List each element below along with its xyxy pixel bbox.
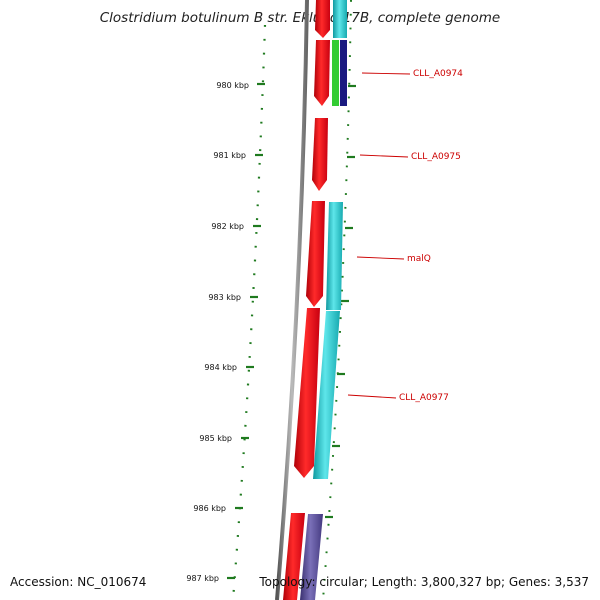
cds-feature[interactable]	[326, 202, 343, 310]
cds-feature[interactable]	[315, 0, 330, 38]
gene-label-cll-a0974[interactable]: CLL_A0974	[413, 69, 463, 79]
cds-feature[interactable]	[333, 0, 347, 38]
tick-label: 983 kbp	[208, 293, 241, 302]
gene-label-malq[interactable]: malQ	[407, 254, 431, 264]
cds-feature[interactable]	[306, 201, 325, 307]
cds-feature[interactable]	[294, 308, 320, 478]
tick-label: 987 kbp	[186, 574, 219, 583]
tick-labels: 980 kbp 981 kbp 982 kbp 983 kbp 984 kbp …	[186, 81, 249, 583]
cds-feature[interactable]	[314, 40, 330, 106]
tick-marks	[227, 82, 356, 580]
feature-track-blocks	[300, 0, 347, 600]
cds-track-red	[283, 0, 330, 600]
cds-feature[interactable]	[340, 40, 347, 106]
tick-label: 981 kbp	[213, 151, 246, 160]
tick-label: 984 kbp	[204, 363, 237, 372]
cds-feature[interactable]	[283, 513, 305, 600]
tick-label: 982 kbp	[211, 222, 244, 231]
gene-label-cll-a0975[interactable]: CLL_A0975	[411, 152, 461, 162]
cds-feature[interactable]	[300, 514, 323, 600]
map-title: Clostridium botulinum B str. Eklund 17B,…	[99, 10, 501, 26]
gene-label-cll-a0977[interactable]: CLL_A0977	[399, 393, 449, 403]
tick-label: 986 kbp	[193, 504, 226, 513]
genome-backbone	[275, 0, 309, 600]
gene-label-lines	[347, 72, 411, 399]
inner-dotted-ring	[231, 24, 267, 600]
outer-dotted-ring	[322, 0, 352, 600]
cds-feature[interactable]	[312, 118, 328, 191]
topology-label: Topology: circular; Length: 3,800,327 bp…	[259, 575, 589, 589]
cds-feature[interactable]	[332, 40, 339, 106]
gene-labels: CLL_A0974 CLL_A0975 malQ CLL_A0977	[399, 69, 463, 403]
accession-label: Accession: NC_010674	[10, 575, 147, 589]
cds-feature[interactable]	[313, 311, 340, 479]
tick-label: 985 kbp	[199, 434, 232, 443]
tick-label: 980 kbp	[216, 81, 249, 90]
